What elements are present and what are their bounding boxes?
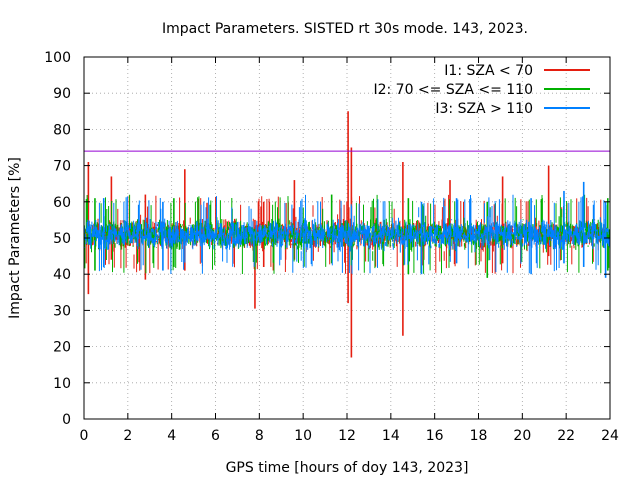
y-tick-label: 10 — [53, 376, 71, 392]
x-tick-label: 16 — [426, 428, 444, 444]
legend: I1: SZA < 70 I2: 70 <= SZA <= 110 I3: SZA … — [373, 63, 590, 117]
y-axis-label: Impact Parameters [%] — [7, 157, 23, 319]
x-tick-label: 22 — [557, 428, 575, 444]
x-tick-label: 18 — [470, 428, 488, 444]
x-tick-label: 10 — [294, 428, 312, 444]
x-tick-label: 20 — [513, 428, 531, 444]
y-tick-label: 0 — [62, 412, 71, 428]
x-tick-label: 4 — [167, 428, 176, 444]
y-tick-label: 60 — [53, 195, 71, 211]
x-axis-label: GPS time [hours of doy 143, 2023] — [226, 460, 469, 476]
y-tick-label: 20 — [53, 340, 71, 356]
y-tick-label: 70 — [53, 159, 71, 175]
x-tick-label: 24 — [601, 428, 619, 444]
axis-ticks: 0 2 4 6 8 10 12 14 16 18 20 22 240102030405060708090… — [44, 50, 619, 444]
y-tick-label: 40 — [53, 267, 71, 283]
y-tick-label: 100 — [44, 50, 71, 66]
plot-series — [83, 111, 611, 358]
x-tick-label: 12 — [338, 428, 356, 444]
x-tick-label: 0 — [80, 428, 89, 444]
chart-title: Impact Parameters. SISTED rt 30s mode. 1… — [162, 21, 528, 37]
y-tick-label: 80 — [53, 122, 71, 138]
x-tick-label: 8 — [255, 428, 264, 444]
legend-label-2: I2: 70 <= SZA <= 110 — [373, 82, 533, 98]
x-tick-label: 6 — [211, 428, 220, 444]
x-tick-label: 14 — [382, 428, 400, 444]
legend-label-3: I3: SZA > 110 — [435, 101, 533, 117]
legend-label-1: I1: SZA < 70 — [444, 63, 533, 79]
y-tick-label: 50 — [53, 231, 71, 247]
x-tick-label: 2 — [123, 428, 132, 444]
y-tick-label: 90 — [53, 86, 71, 102]
y-tick-label: 30 — [53, 303, 71, 319]
